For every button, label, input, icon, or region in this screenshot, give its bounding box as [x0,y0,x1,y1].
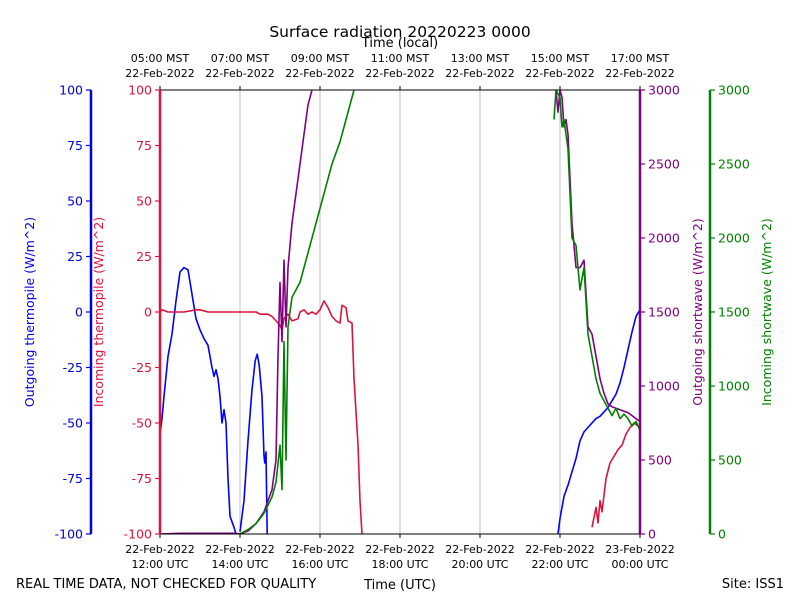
y-tick-label-out-thermo: 100 [59,83,83,98]
top-tick-label-date: 22-Feb-2022 [525,67,594,80]
y-tick-label-in-thermo: 0 [144,305,152,320]
y-axis-label-in-sw: Incoming shortwave (W/m^2) [759,218,774,406]
y-axis-label-out-sw: Outgoing shortwave (W/m^2) [690,218,705,406]
y-tick-label-in-thermo: -25 [132,360,152,375]
bottom-tick-label-time: 12:00 UTC [131,558,188,571]
top-axis-label: Time (local) [361,36,438,51]
y-tick-label-out-sw: 2500 [648,157,680,172]
y-tick-label-in-thermo: -75 [132,471,152,486]
top-tick-label-date: 22-Feb-2022 [365,67,434,80]
y-tick-label-out-sw: 0 [648,527,656,542]
bottom-tick-label-date: 22-Feb-2022 [205,543,274,556]
bottom-tick-label-date: 22-Feb-2022 [525,543,594,556]
bottom-tick-label-date: 22-Feb-2022 [445,543,514,556]
top-tick-label-time: 13:00 MST [451,52,510,65]
y-tick-label-in-sw: 1500 [718,305,750,320]
y-tick-label-out-thermo: 75 [67,138,83,153]
y-tick-label-in-sw: 2000 [718,231,750,246]
y-tick-label-out-thermo: -75 [63,471,83,486]
y-tick-label-out-sw: 1000 [648,379,680,394]
series-line-out-thermo [239,353,268,534]
bottom-tick-label-time: 20:00 UTC [451,558,508,571]
series-line-out-sw [160,90,313,534]
series-line-out-thermo [557,309,640,534]
bottom-tick-label-time: 00:00 UTC [611,558,668,571]
top-tick-label-time: 11:00 MST [371,52,430,65]
top-tick-label-time: 07:00 MST [211,52,270,65]
y-axis-label-out-thermo: Outgoing thermopile (W/m^2) [22,217,37,407]
axes: 05:00 MST 22-Feb-2022 07:00 MST 22-Feb-2022… [22,52,774,571]
y-tick-label-in-sw: 2500 [718,157,750,172]
site-label: Site: ISS1 [722,577,784,592]
y-tick-label-out-thermo: -25 [63,360,83,375]
series-line-in-sw [553,90,640,431]
bottom-tick-label-date: 22-Feb-2022 [285,543,354,556]
data-series [160,90,640,534]
y-tick-label-in-thermo: 75 [136,138,152,153]
chart-title: Surface radiation 20220223 0000 [269,23,530,41]
y-tick-label-in-sw: 0 [718,527,726,542]
top-tick-label-time: 17:00 MST [611,52,670,65]
top-tick-label-date: 22-Feb-2022 [205,67,274,80]
y-tick-label-in-thermo: -100 [124,527,152,542]
y-tick-label-in-sw: 1000 [718,379,750,394]
y-tick-label-in-thermo: 50 [136,194,152,209]
bottom-tick-label-date: 22-Feb-2022 [365,543,434,556]
series-line-out-thermo [160,266,237,534]
series-line-in-thermo [160,300,363,534]
y-tick-label-out-thermo: -100 [55,527,83,542]
bottom-tick-label-time: 22:00 UTC [531,558,588,571]
y-tick-label-in-sw: 500 [718,453,742,468]
top-tick-label-date: 22-Feb-2022 [125,67,194,80]
y-tick-label-out-sw: 1500 [648,305,680,320]
bottom-tick-label-time: 14:00 UTC [211,558,268,571]
bottom-axis-label: Time (UTC) [363,578,436,593]
y-tick-label-out-thermo: 0 [75,305,83,320]
quality-disclaimer: REAL TIME DATA, NOT CHECKED FOR QUALITY [16,577,316,592]
series-line-in-thermo [591,422,640,528]
y-tick-label-out-sw: 3000 [648,83,680,98]
bottom-tick-label-time: 16:00 UTC [291,558,348,571]
series-line-out-sw [555,90,640,423]
y-tick-label-in-thermo: 100 [128,83,152,98]
bottom-tick-label-date: 22-Feb-2022 [125,543,194,556]
series-line-in-sw [239,90,355,534]
top-tick-label-date: 22-Feb-2022 [605,67,674,80]
top-tick-label-date: 22-Feb-2022 [285,67,354,80]
y-tick-label-out-thermo: -50 [63,416,83,431]
top-tick-label-time: 05:00 MST [131,52,190,65]
bottom-tick-label-time: 18:00 UTC [371,558,428,571]
bottom-tick-label-date: 23-Feb-2022 [605,543,674,556]
y-tick-label-in-sw: 3000 [718,83,750,98]
top-tick-label-date: 22-Feb-2022 [445,67,514,80]
y-tick-label-in-thermo: -50 [132,416,152,431]
y-tick-label-out-sw: 2000 [648,231,680,246]
top-tick-label-time: 15:00 MST [531,52,590,65]
y-tick-label-out-thermo: 50 [67,194,83,209]
y-tick-label-out-sw: 500 [648,453,672,468]
y-tick-label-out-thermo: 25 [67,249,83,264]
top-tick-label-time: 09:00 MST [291,52,350,65]
y-tick-label-in-thermo: 25 [136,249,152,264]
y-axis-label-in-thermo: Incoming thermopile (W/m^2) [91,217,106,407]
